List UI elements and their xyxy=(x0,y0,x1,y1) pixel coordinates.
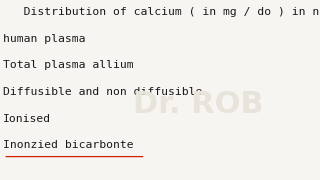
Text: Inonzied bicarbonte: Inonzied bicarbonte xyxy=(3,140,134,150)
Text: Dr. ROB: Dr. ROB xyxy=(133,90,264,119)
Text: Total plasma allium: Total plasma allium xyxy=(3,60,134,71)
Text: human plasma: human plasma xyxy=(3,34,86,44)
Text: Ionised: Ionised xyxy=(3,114,51,124)
Text: Distribution of calcium ( in mg / do ) in normal: Distribution of calcium ( in mg / do ) i… xyxy=(3,7,320,17)
Text: Diffusible and non diffusible: Diffusible and non diffusible xyxy=(3,87,203,97)
